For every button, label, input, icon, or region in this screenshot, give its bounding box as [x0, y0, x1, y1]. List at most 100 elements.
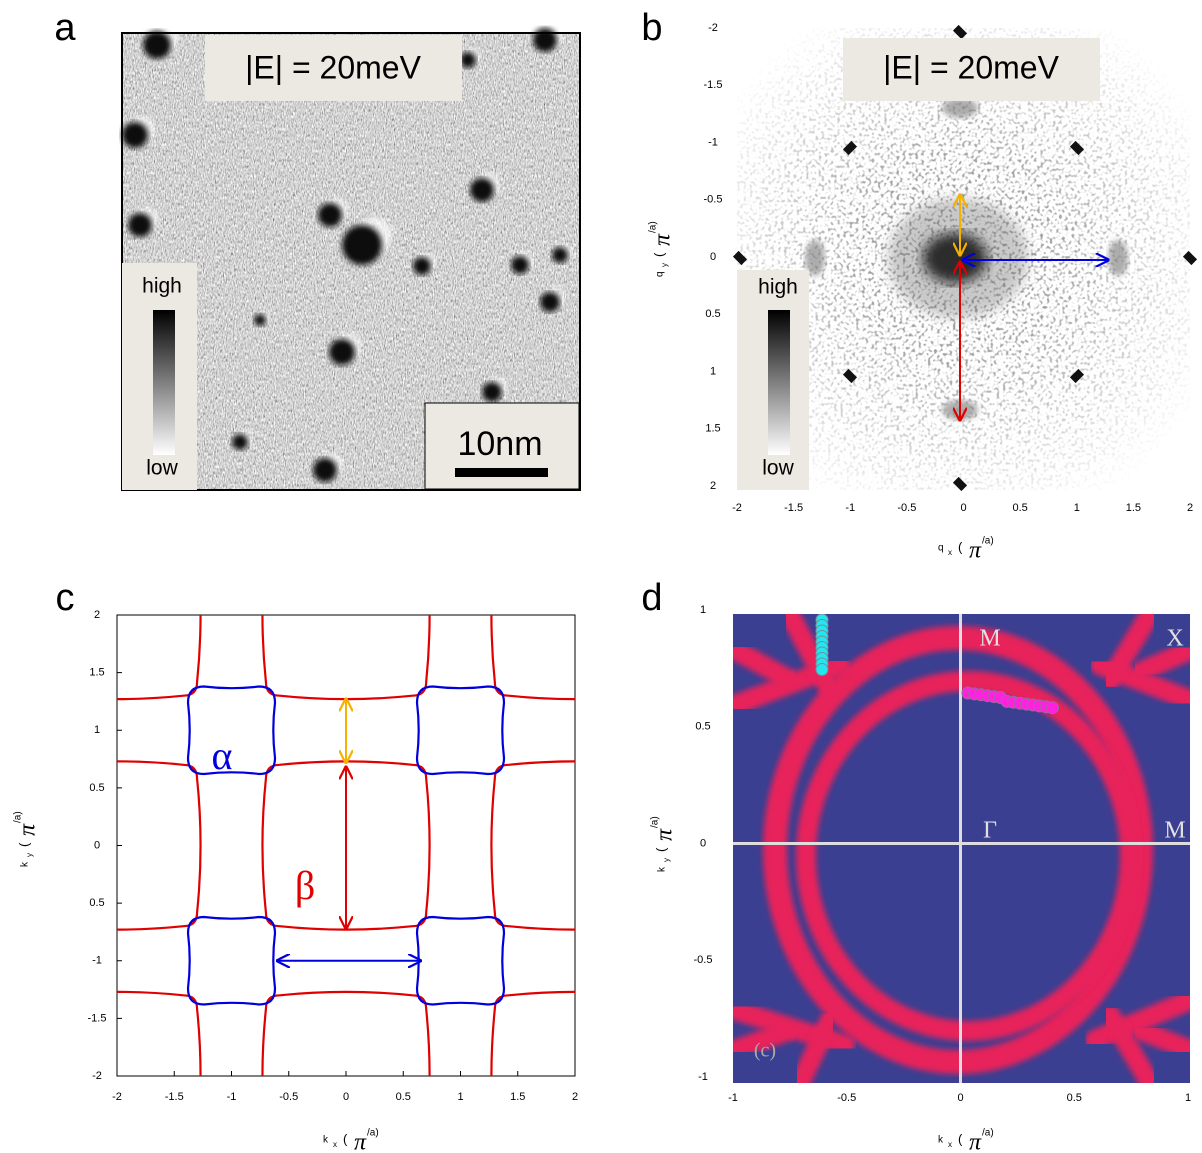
- beta-pocket: [261, 760, 431, 931]
- bragg-peak: [842, 140, 858, 156]
- x-point-streak: [1100, 614, 1160, 690]
- ring-outer: [763, 626, 1153, 1074]
- fermi-surface: [117, 615, 575, 1076]
- y-tick-label: -2: [92, 1070, 102, 1082]
- satellite: [942, 98, 978, 118]
- beta-pocket: [117, 615, 202, 701]
- x_axis-label: k x (π/a): [323, 1128, 379, 1153]
- impurity: [342, 225, 382, 265]
- x_axis-label: k x (π/a): [938, 1128, 994, 1153]
- x-tick-label: -2: [732, 502, 742, 514]
- axis-label-part: (: [651, 252, 666, 257]
- x-tick-label: -1.5: [165, 1091, 184, 1103]
- impurity: [540, 292, 560, 312]
- y-tick-label: -1: [92, 955, 102, 967]
- y-tick-label: -1: [698, 1071, 708, 1083]
- axis-label-part: x: [948, 548, 952, 557]
- axis-label-part: q: [938, 543, 944, 554]
- axis-label-part: k: [938, 1135, 944, 1146]
- cyan-point: [815, 663, 829, 676]
- axis-label-part: /a): [13, 811, 24, 823]
- x-tick-label: 1: [1074, 502, 1080, 514]
- x-tick-label: -0.5: [837, 1092, 856, 1104]
- impurity: [254, 314, 266, 326]
- x-tick-label: -0.5: [897, 502, 916, 514]
- x-tick-label: -1: [728, 1092, 738, 1104]
- scale-bar: [455, 468, 548, 477]
- y-tick-label: 0.5: [705, 308, 720, 320]
- arpes-intensity: [733, 614, 1190, 1083]
- y-tick-label: 2: [710, 480, 716, 492]
- colorbar: [768, 310, 790, 455]
- panel-a: |E| = 20meV high low 10nm a: [54, 7, 581, 491]
- panel-letter: a: [54, 7, 76, 49]
- axis-label-part: /a): [648, 221, 659, 233]
- colorbar-low: low: [146, 457, 178, 480]
- x-tick-label: 0.5: [1067, 1092, 1082, 1104]
- colorbar-low: low: [762, 457, 794, 480]
- axis-label-part: k: [657, 866, 668, 872]
- x-tick-label: 0: [957, 1092, 963, 1104]
- y-tick-label: 1: [94, 724, 100, 736]
- bragg-peak: [732, 250, 748, 266]
- beta-pocket: [490, 760, 575, 931]
- energy-box: [843, 38, 1100, 101]
- x-tick-label: -1: [845, 502, 855, 514]
- axis-label-part: x: [948, 1140, 952, 1149]
- axis-label-part: (: [653, 847, 668, 852]
- point-label: M: [979, 626, 1000, 652]
- panel-c: c: [56, 577, 576, 1077]
- y-tick-label: 0: [94, 839, 100, 851]
- x-point-streak: [733, 640, 800, 690]
- x-point-streak: [1130, 640, 1190, 682]
- impurity: [122, 122, 148, 148]
- beta-label: β: [295, 863, 315, 908]
- center-halo: [888, 198, 1028, 318]
- x-tick-label: 0: [343, 1091, 349, 1103]
- axis-label-part: /a): [982, 536, 994, 547]
- impurity: [329, 339, 355, 365]
- impurity: [413, 257, 431, 275]
- y-tick-label: -1: [708, 136, 718, 148]
- axis-label-part: y: [662, 858, 671, 862]
- satellite: [1108, 240, 1128, 276]
- panel-letter: b: [641, 7, 662, 49]
- impurity: [460, 52, 476, 68]
- alpha-pocket: [186, 685, 277, 776]
- y-tick-label: -1.5: [88, 1012, 107, 1024]
- axis-label-part: y: [660, 263, 669, 267]
- y-tick-label: -1.5: [704, 79, 723, 91]
- axis-label-part: π: [969, 538, 982, 564]
- magenta-point: [1046, 701, 1059, 715]
- panel-letter: c: [56, 577, 75, 619]
- colorbar: [153, 310, 175, 455]
- axis-label-part: /a): [367, 1128, 379, 1139]
- axis-label-part: /a): [982, 1128, 994, 1139]
- axis-label-part: (: [16, 842, 31, 847]
- colorbar-high: high: [142, 275, 182, 298]
- impurity: [232, 434, 248, 450]
- axis-label-part: (: [958, 1131, 963, 1146]
- x-point-streak: [780, 614, 840, 700]
- y-tick-label: -0.5: [704, 194, 723, 206]
- bragg-peak: [1182, 250, 1198, 266]
- impurity: [511, 256, 529, 274]
- y-tick-label: 1.5: [89, 667, 104, 679]
- energy-label: |E| = 20meV: [883, 49, 1059, 85]
- point-label: X: [1166, 626, 1183, 652]
- panel-letter: d: [641, 577, 662, 619]
- y-tick-label: 0: [710, 251, 716, 263]
- impurity: [313, 458, 337, 482]
- y_axis-label: qy (π/a): [648, 221, 676, 277]
- bragg-peak: [1069, 368, 1085, 384]
- energy-label: |E| = 20meV: [245, 49, 421, 85]
- x-tick-label: 1: [457, 1091, 463, 1103]
- y-tick-label: 1: [700, 604, 706, 616]
- panel-d: d: [641, 577, 1190, 1083]
- y-tick-label: 0.5: [89, 897, 104, 909]
- y-tick-label: 0.5: [89, 782, 104, 794]
- impurity: [482, 382, 502, 402]
- axis-label-part: π: [15, 823, 41, 836]
- colorbar-high: high: [758, 276, 798, 299]
